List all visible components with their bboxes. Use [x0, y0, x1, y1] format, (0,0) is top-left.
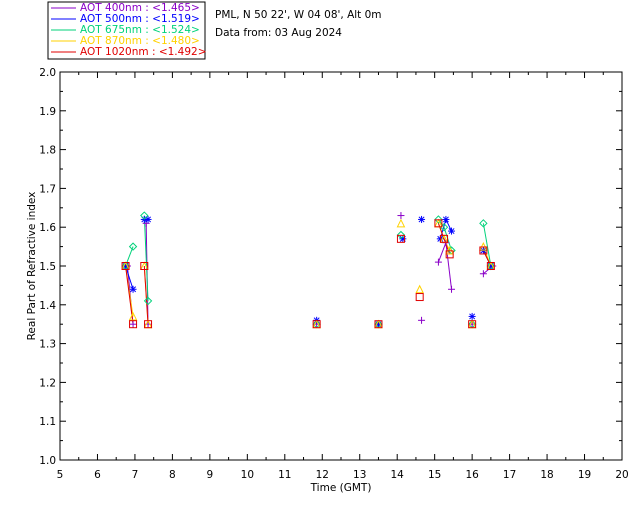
- series-line: [445, 219, 452, 232]
- x-axis-title: Time (GMT): [310, 482, 372, 494]
- x-tick-label: 15: [428, 469, 441, 481]
- data-point: [468, 312, 476, 320]
- data-point: [445, 250, 454, 259]
- data-point: [144, 215, 152, 223]
- data-point: [129, 320, 137, 328]
- data-point: [144, 320, 152, 328]
- y-tick-label: 1.7: [39, 183, 56, 195]
- legend-label: AOT 675nm : <1.524>: [80, 24, 200, 36]
- y-tick-label: 2.0: [39, 67, 56, 79]
- x-tick-label: 16: [465, 469, 479, 481]
- data-point: [440, 234, 449, 243]
- data-point: [396, 218, 406, 228]
- legend-label: AOT 400nm : <1.465>: [80, 2, 200, 14]
- date-line: Data from: 03 Aug 2024: [215, 27, 342, 39]
- data-point: [479, 246, 488, 255]
- x-tick-label: 12: [316, 469, 329, 481]
- x-tick-label: 5: [57, 469, 64, 481]
- x-tick-label: 13: [353, 469, 366, 481]
- data-point: [418, 215, 426, 223]
- series-line: [143, 265, 149, 325]
- data-point: [312, 320, 321, 329]
- data-point: [374, 320, 383, 329]
- data-point: [129, 320, 138, 329]
- data-point: [434, 258, 442, 266]
- x-tick-label: 19: [578, 469, 591, 481]
- series-line: [437, 242, 447, 263]
- data-point: [486, 262, 495, 270]
- x-tick-label: 17: [503, 469, 516, 481]
- x-tick-label: 6: [94, 469, 101, 481]
- x-tick-label: 18: [540, 469, 553, 481]
- x-tick-label: 14: [391, 469, 405, 481]
- series-lines: [125, 215, 494, 325]
- data-point: [479, 270, 487, 278]
- data-point: [468, 320, 477, 329]
- axis-ticks: [59, 71, 623, 461]
- y-tick-label: 1.8: [39, 145, 56, 157]
- legend-label: AOT 1020nm : <1.492>: [80, 46, 207, 58]
- data-point: [468, 320, 476, 328]
- legend-label: AOT 870nm : <1.480>: [80, 35, 200, 47]
- y-tick-label: 1.5: [39, 261, 56, 273]
- x-tick-label: 20: [615, 469, 628, 481]
- series-markers: [121, 211, 497, 329]
- y-tick-label: 1.6: [39, 222, 56, 234]
- data-point: [128, 311, 138, 321]
- x-tick-label: 11: [278, 469, 291, 481]
- data-point: [128, 242, 138, 251]
- x-tick-label: 8: [169, 469, 176, 481]
- y-tick-label: 1.2: [39, 377, 56, 389]
- data-point: [479, 219, 488, 228]
- data-point: [396, 234, 405, 243]
- data-point: [397, 212, 405, 220]
- y-tick-label: 1.3: [39, 339, 56, 351]
- data-point: [415, 293, 424, 302]
- y-tick-label: 1.0: [39, 455, 56, 467]
- legend-label: AOT 500nm : <1.519>: [80, 13, 200, 25]
- axis-tick-labels: 5 6 7 8 9 10 11 12 13 14 15 16 17 18 19 20 1.0 1.1 1.2 1.3 1…: [39, 67, 628, 481]
- site-title: PML, N 50 22', W 04 08', Alt 0m: [215, 9, 382, 21]
- data-point: [434, 219, 443, 228]
- data-point: [140, 211, 149, 220]
- data-point: [143, 296, 153, 306]
- data-point: [129, 285, 137, 293]
- data-point: [144, 320, 153, 329]
- data-point: [140, 262, 149, 270]
- x-tick-label: 7: [132, 469, 139, 481]
- y-tick-label: 1.1: [39, 416, 56, 428]
- data-point: [448, 227, 456, 235]
- x-tick-label: 10: [241, 469, 254, 481]
- data-point: [418, 316, 426, 324]
- series-line: [482, 223, 492, 267]
- y-tick-label: 1.9: [39, 106, 56, 118]
- series-line: [143, 215, 149, 301]
- data-point: [448, 285, 456, 293]
- x-tick-label: 9: [207, 469, 214, 481]
- data-point: [396, 230, 406, 240]
- data-point: [121, 262, 130, 270]
- y-axis-title: Real Part of Refractive index: [26, 192, 38, 341]
- data-point: [415, 284, 424, 294]
- legend: AOT 400nm : <1.465>AOT 500nm : <1.519>AO…: [47, 1, 207, 60]
- y-tick-label: 1.4: [39, 300, 56, 312]
- data-point: [434, 215, 443, 224]
- data-point: [442, 215, 450, 223]
